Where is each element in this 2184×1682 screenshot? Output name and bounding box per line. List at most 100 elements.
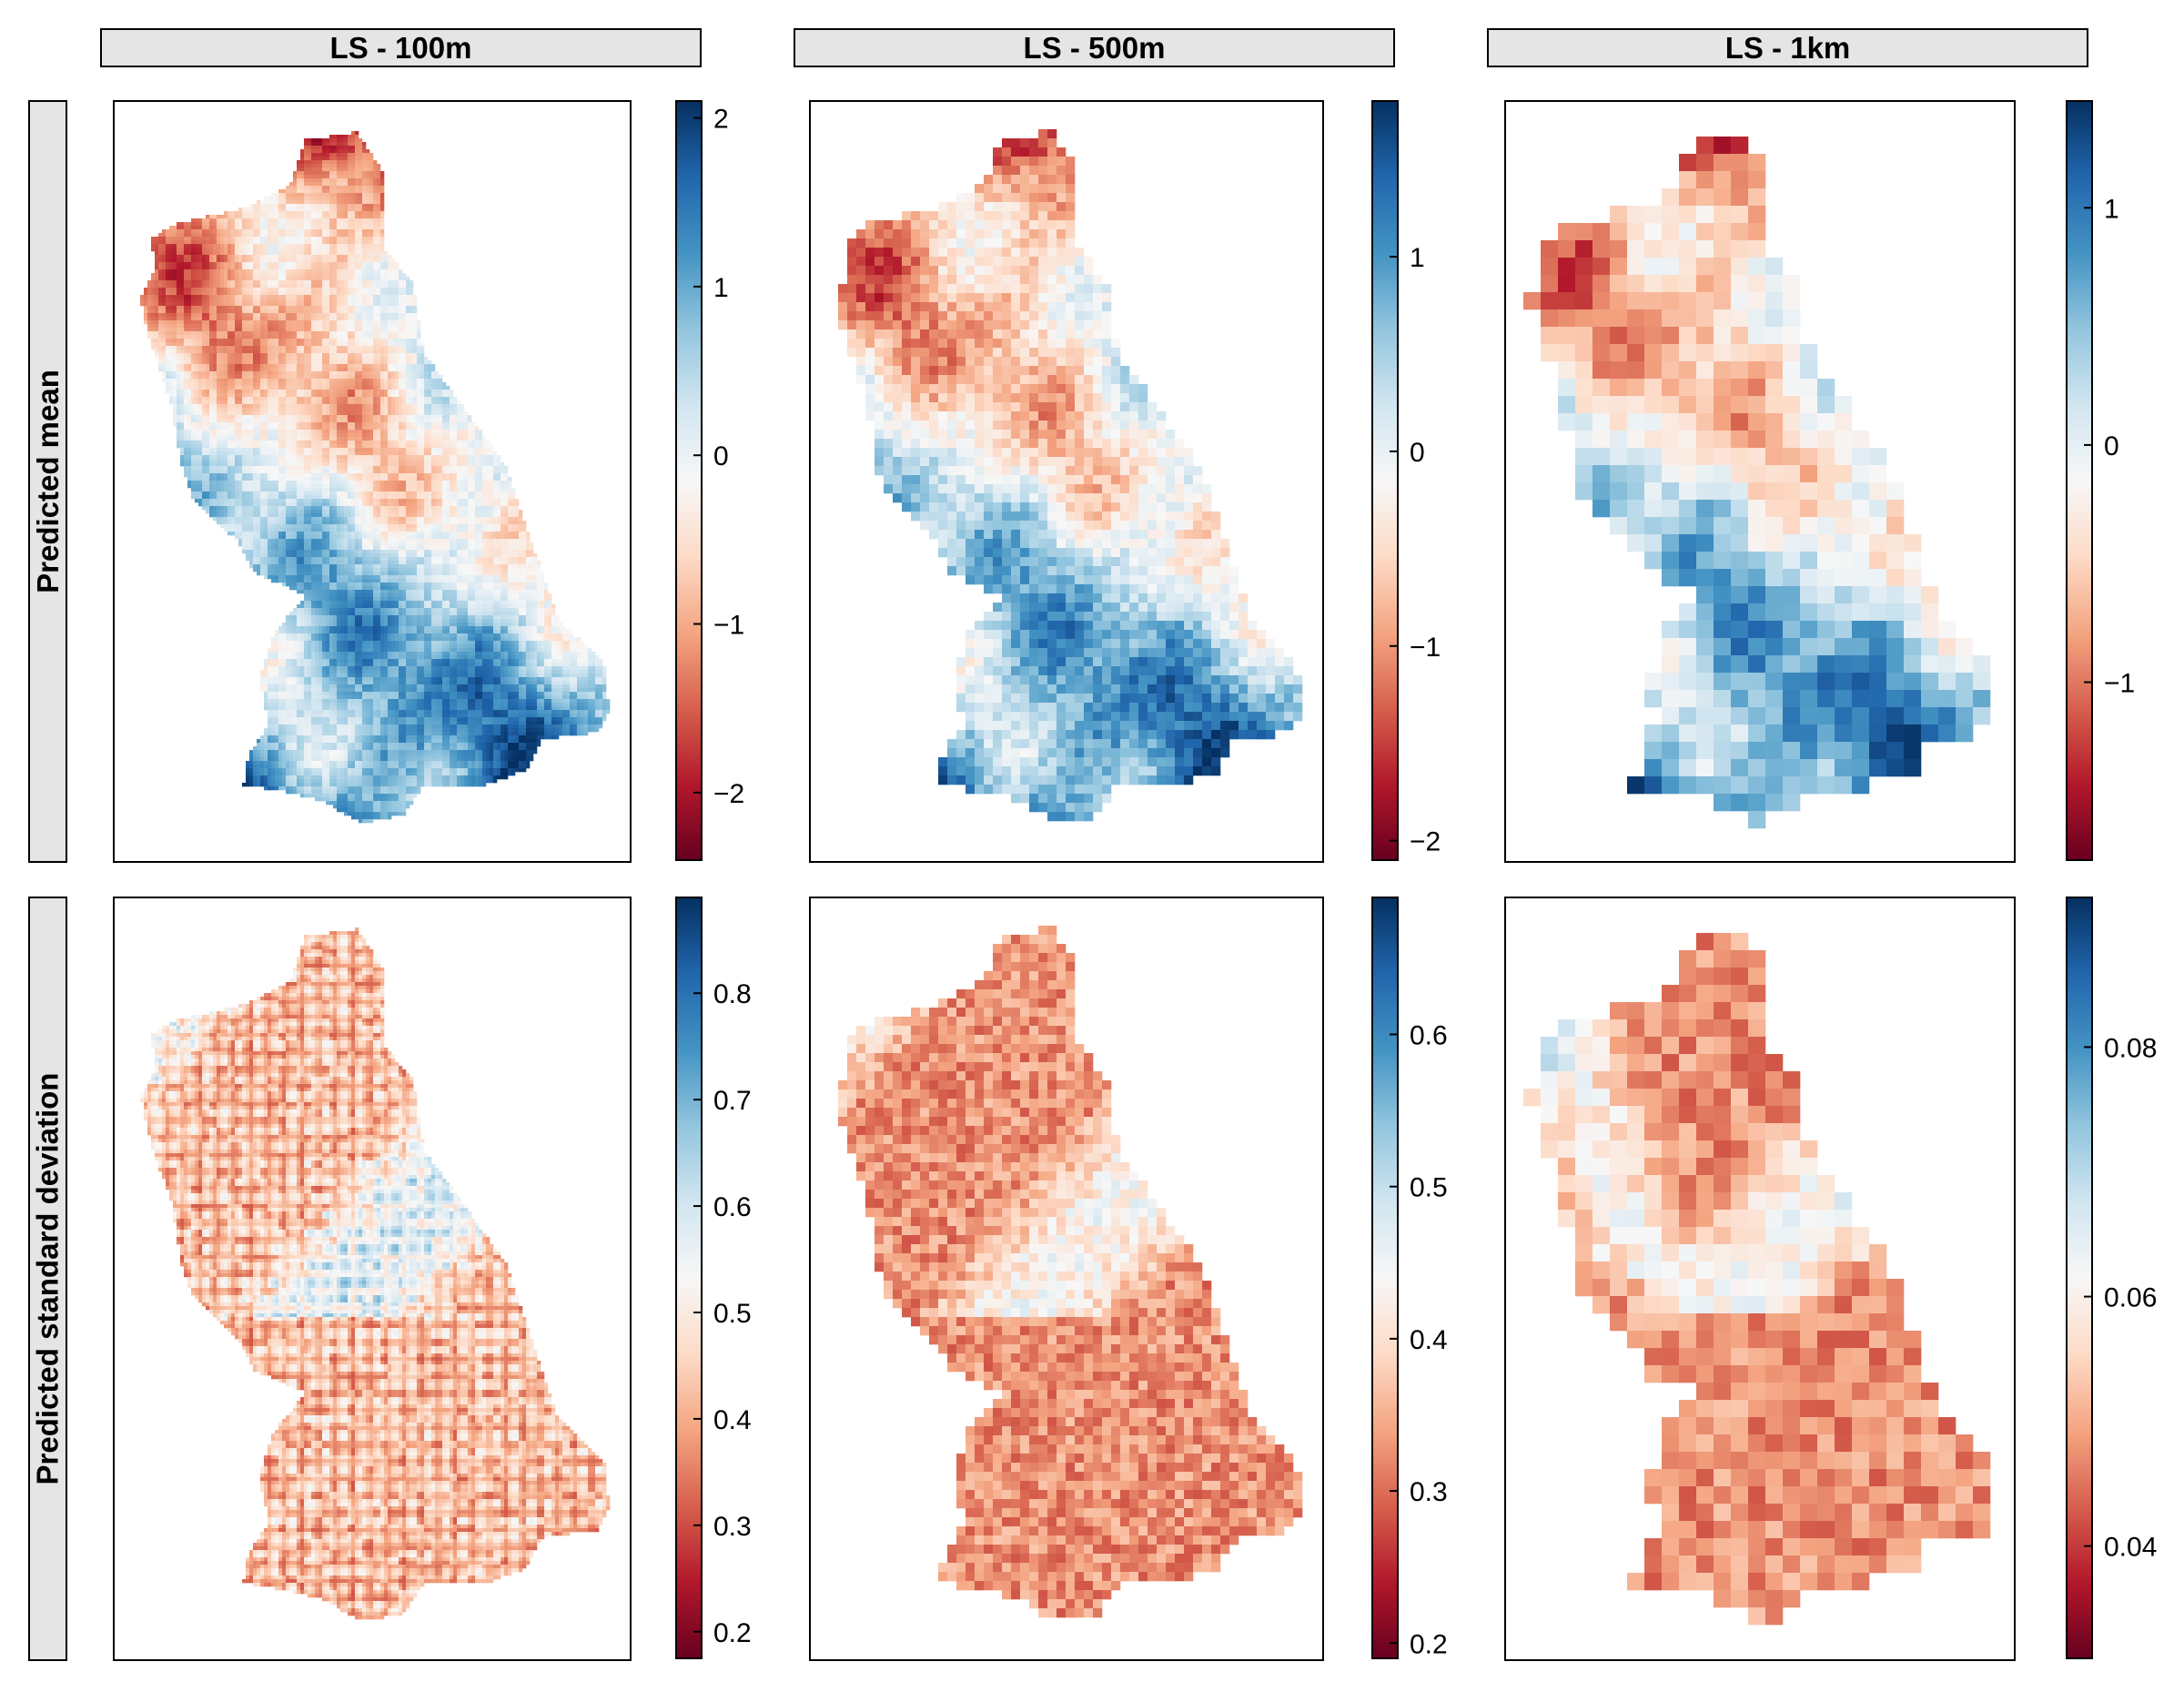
heatmap-cell [275,309,279,314]
heatmap-cell [322,309,327,314]
heatmap-cell [355,419,359,423]
heatmap-cell [213,262,217,267]
heatmap-cell [231,346,236,350]
heatmap-cell [177,237,181,241]
heatmap-cell [322,248,327,252]
heatmap-cell [450,411,454,416]
heatmap-cell [289,375,294,380]
heatmap-cell [395,415,399,420]
heatmap-cell [311,229,316,234]
heatmap-cell [333,422,338,427]
heatmap-cell [162,350,167,354]
heatmap-cell [359,426,363,431]
heatmap-cell [206,280,210,285]
heatmap-cell [217,368,221,372]
heatmap-cell [388,350,392,354]
heatmap-cell [275,218,279,223]
heatmap-cell [362,284,367,289]
heatmap-cell [435,371,440,376]
heatmap-cell [166,233,170,238]
heatmap-cell [308,167,312,172]
heatmap-cell [391,375,396,380]
heatmap-cell [402,331,407,336]
heatmap-cell [293,346,298,350]
heatmap-cell [206,350,210,354]
heatmap-cell [300,390,305,394]
heatmap-cell [318,266,323,270]
heatmap-cell [322,430,327,434]
heatmap-cell [373,167,378,172]
heatmap-cell [406,408,410,412]
heatmap-cell [177,419,181,423]
heatmap-cell [264,324,268,329]
heatmap-cell [166,229,170,234]
heatmap-cell [297,400,301,405]
heatmap-cell [213,390,217,394]
heatmap-cell [380,299,385,303]
heatmap-cell [195,288,199,292]
heatmap-cell [206,408,210,412]
heatmap-cell [293,189,298,194]
heatmap-cell [300,171,305,176]
heatmap-cell [187,357,192,361]
heatmap-cell [344,295,349,299]
heatmap-cell [231,411,236,416]
heatmap-cell [282,408,287,412]
heatmap-cell [228,248,232,252]
heatmap-cell [366,200,370,205]
heatmap-cell [442,408,447,412]
heatmap-cell [308,200,312,205]
heatmap-cell [224,248,228,252]
heatmap-cell [177,357,181,361]
heatmap-cell [388,335,392,339]
heatmap-cell [340,138,345,143]
heatmap-cell [380,408,385,412]
heatmap-cell [297,193,301,198]
heatmap-cell [297,390,301,394]
heatmap-cell [271,379,276,383]
heatmap-cell [384,306,389,310]
heatmap-cell [242,415,247,420]
heatmap-cell [373,215,378,219]
heatmap-cell [293,182,298,187]
heatmap-cell [289,258,294,263]
heatmap-cell [158,357,163,361]
heatmap-cell [235,397,239,401]
heatmap-cell [329,306,334,310]
heatmap-cell [420,353,425,358]
heatmap-cell [282,353,287,358]
heatmap-cell [282,375,287,380]
heatmap-cell [242,357,247,361]
heatmap-cell [322,335,327,339]
heatmap-cell [278,273,283,278]
heatmap-cell [282,379,287,383]
heatmap-cell [369,288,374,292]
heatmap-cell [278,335,283,339]
heatmap-cell [162,324,167,329]
heatmap-cell [366,295,370,299]
heatmap-cell [344,244,349,248]
heatmap-cell [333,211,338,216]
heatmap-cell [264,255,268,259]
heatmap-cell [337,233,341,238]
heatmap-cell [282,397,287,401]
heatmap-cell [184,328,188,332]
heatmap-cell [446,430,450,434]
heatmap-cell [231,419,236,423]
heatmap-cell [329,426,334,431]
heatmap-cell [297,404,301,409]
heatmap-cell [217,342,221,347]
heatmap-cell [217,273,221,278]
heatmap-cell [155,248,159,252]
heatmap-cell [333,357,338,361]
heatmap-cell [155,353,159,358]
heatmap-cell [355,390,359,394]
heatmap-cell [217,335,221,339]
heatmap-cell [271,208,276,212]
heatmap-cell [318,258,323,263]
heatmap-cell [260,426,265,431]
heatmap-cell [202,291,207,296]
heatmap-cell [206,335,210,339]
heatmap-cell [337,171,341,176]
heatmap-cell [355,153,359,157]
